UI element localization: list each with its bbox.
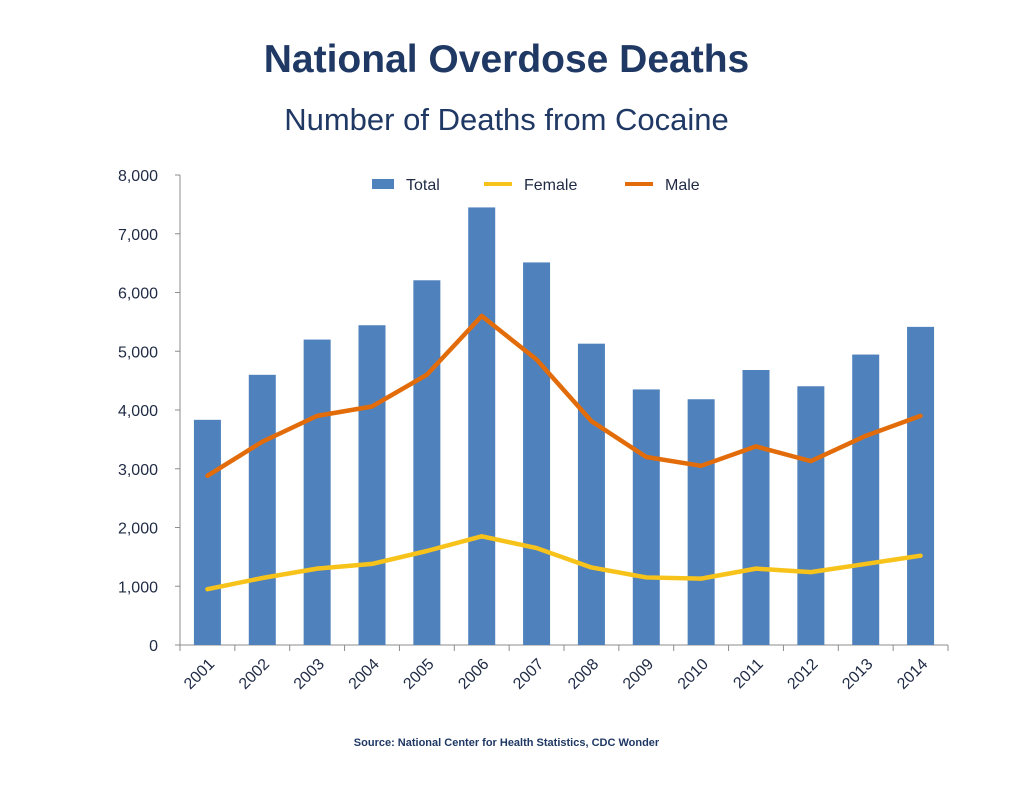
bar-total-2009: [632, 389, 660, 645]
x-tick-label: 2007: [510, 656, 547, 693]
bar-total-2004: [358, 325, 386, 645]
x-tick-label: 2009: [620, 656, 657, 693]
y-tick-label: 3,000: [118, 462, 158, 479]
bar-total-2008: [577, 343, 605, 645]
x-tick-label: 2013: [839, 656, 876, 693]
legend-label-male: Male: [665, 177, 700, 194]
line-female: [205, 534, 923, 592]
x-tick-label: 2004: [346, 656, 383, 693]
x-tick-label: 2003: [291, 656, 328, 693]
bar-total-2002: [248, 374, 276, 645]
y-tick-label: 6,000: [118, 286, 158, 303]
x-tick-label: 2002: [236, 656, 273, 693]
bar-total-2010: [687, 399, 715, 645]
x-tick-label: 2014: [894, 656, 931, 693]
line-male: [205, 313, 923, 479]
bar-total-2005: [413, 280, 441, 645]
bar-total-2011: [742, 369, 770, 645]
x-tick-label: 2001: [181, 656, 218, 693]
y-tick-label: 4,000: [118, 403, 158, 420]
y-tick-label: 2,000: [118, 521, 158, 538]
y-tick-label: 5,000: [118, 344, 158, 361]
source-note: Source: National Center for Health Stati…: [353, 737, 660, 749]
legend-label-female: Female: [524, 177, 577, 194]
y-tick-label: 1,000: [118, 579, 158, 596]
legend-swatch-total: [372, 179, 394, 189]
bar-total-2001: [193, 419, 221, 645]
bar-total-2003: [303, 339, 331, 645]
y-tick-label: 7,000: [118, 227, 158, 244]
chart-subtitle: Number of Deaths from Cocaine: [284, 102, 729, 137]
x-tick-label: 2012: [784, 656, 821, 693]
chart-title: National Overdose Deaths: [263, 38, 750, 81]
x-tick-label: 2005: [400, 656, 437, 693]
y-tick-label: 0: [149, 638, 158, 655]
bar-total-2014: [907, 326, 935, 645]
x-tick-label: 2006: [455, 656, 492, 693]
legend-label-total: Total: [406, 177, 440, 194]
bar-total-2013: [852, 354, 880, 645]
bar-total-2012: [797, 386, 825, 645]
x-tick-label: 2010: [675, 656, 712, 693]
bar-total-2006: [468, 207, 496, 645]
x-tick-label: 2008: [565, 656, 602, 693]
x-tick-label: 2011: [730, 656, 766, 692]
bar-total-2007: [523, 262, 551, 645]
y-tick-label: 8,000: [118, 168, 158, 185]
